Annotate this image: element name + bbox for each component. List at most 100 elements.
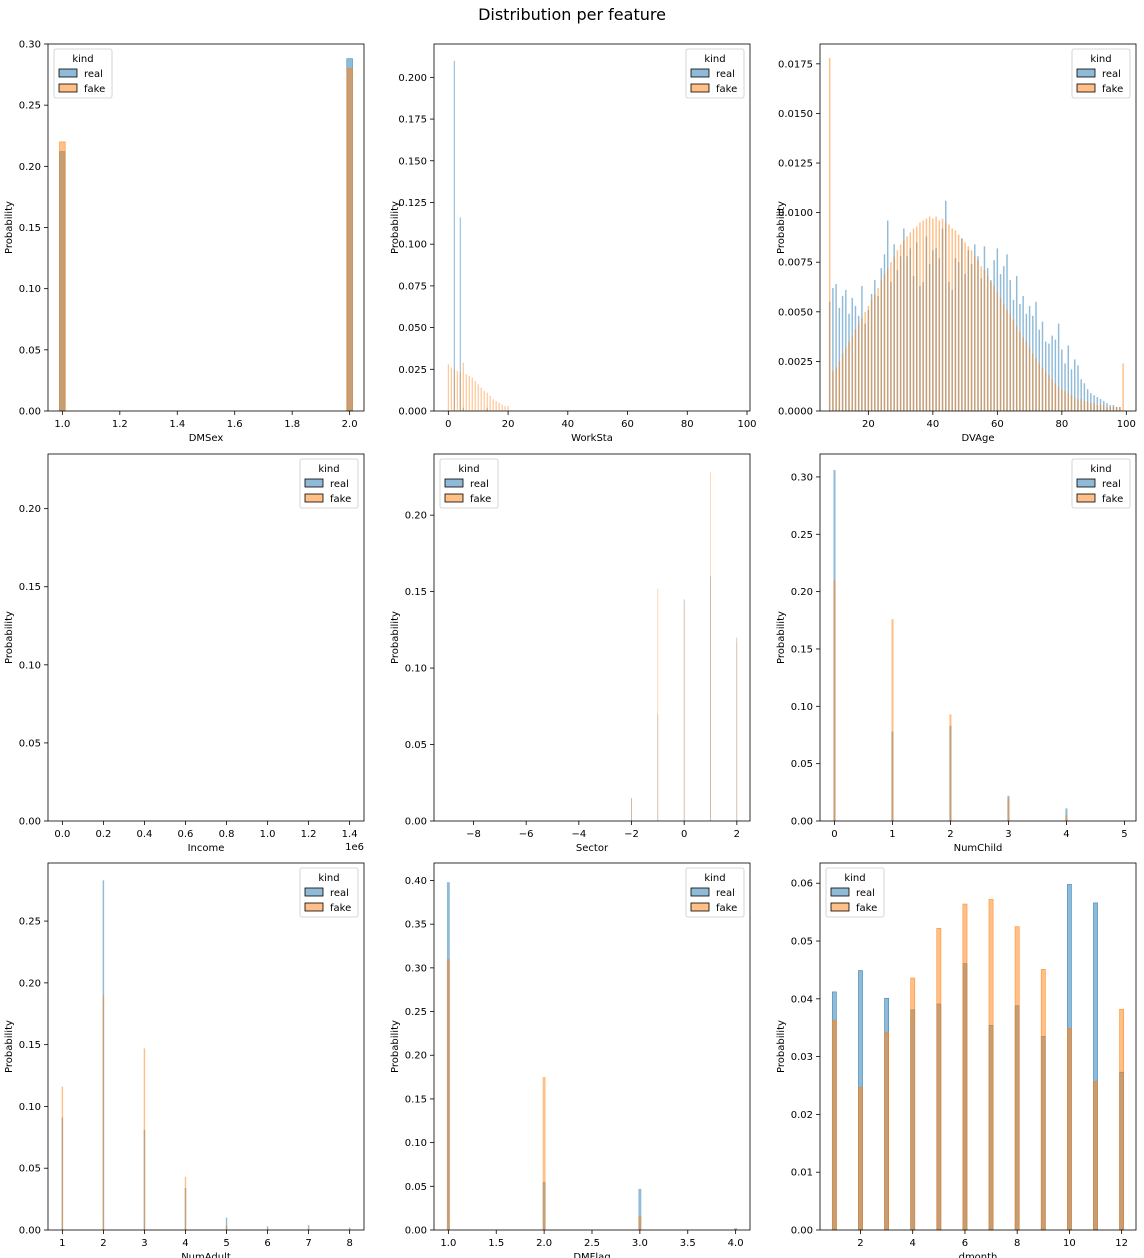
bar-fake — [471, 377, 473, 411]
x-tick-label: 2.0 — [536, 1238, 552, 1249]
y-axis-label: Probability — [4, 1020, 15, 1073]
y-tick-label: 0.05 — [791, 937, 813, 948]
x-tick-label: 60 — [991, 419, 1004, 430]
bar-fake — [61, 1086, 64, 1230]
bar-real — [1086, 389, 1089, 411]
x-tick-label: 1.8 — [284, 419, 300, 430]
bar-real — [1096, 397, 1099, 411]
bar-fake — [1083, 401, 1086, 411]
bar-fake — [970, 250, 973, 411]
y-tick-label: 0.075 — [398, 281, 427, 292]
bar-fake — [1007, 798, 1010, 821]
legend-swatch-real — [304, 478, 324, 488]
bar-fake — [919, 222, 921, 411]
bar-fake — [486, 392, 488, 411]
bar-fake — [983, 270, 986, 411]
x-tick-label: 1.2 — [112, 419, 128, 430]
bar-real — [1090, 393, 1092, 411]
legend-swatch-real — [690, 68, 710, 78]
axes-frame — [47, 453, 365, 822]
x-axis-label: Sector — [576, 843, 609, 854]
legend-swatch-real — [304, 887, 324, 897]
bar-fake — [1015, 325, 1018, 411]
bar-fake — [845, 347, 847, 411]
bar-fake — [1119, 1008, 1125, 1231]
legend-label-fake: fake — [330, 494, 351, 505]
y-tick-label: 0.05 — [19, 738, 41, 749]
bar-real — [1054, 339, 1057, 411]
x-tick-label: 3 — [141, 1238, 147, 1249]
bar-fake — [964, 242, 966, 411]
bar-fake — [1038, 363, 1040, 411]
bar-fake — [1065, 815, 1068, 821]
bar-real — [453, 60, 455, 412]
bar-fake — [948, 224, 950, 411]
bar-fake — [346, 68, 353, 412]
y-tick-label: 0.150 — [398, 156, 427, 167]
y-tick-label: 0.40 — [405, 876, 427, 887]
x-tick-label: −6 — [519, 829, 534, 840]
bar-fake — [459, 372, 461, 411]
bar-real — [1065, 808, 1068, 821]
bar-fake — [1112, 407, 1115, 411]
bar-fake — [184, 1176, 187, 1230]
legend-swatch-fake — [690, 83, 710, 93]
y-tick-label: 0.175 — [398, 115, 427, 126]
subplot-sector: 0.00 0.05 0.10 0.15 0.20 −8 −6 −4 −2 0 2 Sector Prob… — [390, 453, 751, 854]
bar-fake — [891, 619, 894, 821]
x-tick-label: 80 — [1055, 419, 1068, 430]
legend-swatch-real — [690, 887, 710, 897]
y-tick-label: 0.0050 — [778, 307, 813, 318]
bar-fake — [974, 256, 976, 411]
axes-frame — [819, 862, 1137, 1231]
y-tick-label: 0.00 — [791, 1226, 813, 1237]
bar-fake — [906, 236, 908, 411]
y-tick-label: 0.15 — [19, 582, 41, 593]
legend-swatch-fake — [444, 493, 464, 503]
bar-real — [307, 1225, 310, 1230]
bar-fake — [938, 220, 941, 411]
legend-title: kind — [1090, 464, 1111, 475]
x-tick-label: 20 — [502, 419, 515, 430]
y-tick-label: 0.05 — [405, 1182, 427, 1193]
bar-real — [832, 288, 834, 411]
x-tick-label: 40 — [561, 419, 574, 430]
bar-fake — [59, 141, 66, 412]
legend-label-real: real — [330, 479, 349, 490]
bar-real — [1077, 365, 1079, 411]
bar-fake — [1006, 309, 1008, 411]
subplot-dmonth: 0.00 0.01 0.02 0.03 0.04 0.05 0.06 2 4 6 8 10 12 dmon… — [776, 862, 1137, 1258]
bar-fake — [1003, 303, 1005, 411]
bar-fake — [912, 228, 915, 411]
bar-fake — [1077, 399, 1079, 411]
legend-swatch-fake — [304, 493, 324, 503]
bar-fake — [1090, 403, 1092, 411]
bar-fake — [880, 280, 882, 411]
bar-real — [225, 1217, 228, 1230]
y-axis-label: Probability — [4, 201, 15, 254]
bar-fake — [1019, 331, 1021, 411]
bar-fake — [1074, 397, 1076, 411]
legend-label-real: real — [1102, 479, 1121, 490]
bar-fake — [848, 341, 850, 411]
legend-label-real: real — [330, 888, 349, 899]
legend-swatch-fake — [304, 902, 324, 912]
bar-fake — [831, 1019, 837, 1231]
bar-real — [266, 1226, 269, 1230]
bar-fake — [980, 266, 982, 411]
y-tick-label: 0.00 — [19, 817, 41, 828]
bar-real — [1035, 301, 1037, 411]
bar-fake — [446, 959, 450, 1230]
y-tick-label: 0.100 — [398, 240, 427, 251]
bar-fake — [266, 1228, 269, 1230]
bar-fake — [910, 977, 916, 1231]
x-tick-label: 1 — [889, 829, 895, 840]
y-tick-label: 0.05 — [405, 740, 427, 751]
y-tick-label: 0.02 — [791, 1110, 813, 1121]
y-tick-label: 0.0000 — [778, 407, 813, 418]
y-tick-label: 0.0075 — [778, 258, 813, 269]
figure-title: Distribution per feature — [478, 5, 666, 24]
y-tick-label: 0.20 — [19, 504, 41, 515]
x-tick-label: 2 — [100, 1238, 106, 1249]
bar-fake — [864, 311, 866, 411]
